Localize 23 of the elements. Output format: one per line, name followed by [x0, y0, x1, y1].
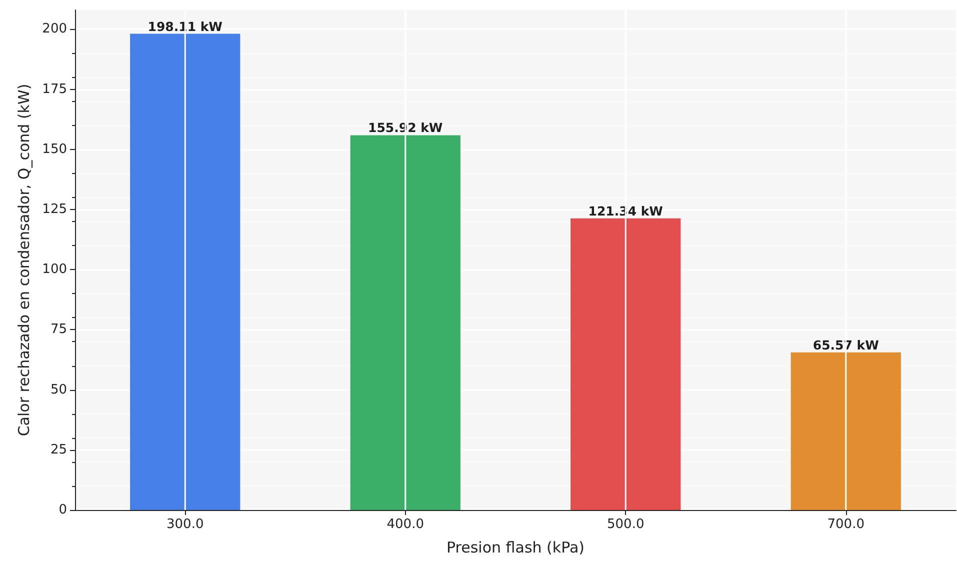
bar — [570, 218, 681, 510]
y-axis-title: Calor rechazado en condensador, Q_cond (kW) — [14, 84, 33, 436]
y-tick-label: 50 — [50, 382, 67, 398]
x-tick-label: 500.0 — [607, 517, 644, 532]
x-tick-label: 300.0 — [166, 517, 204, 532]
y-tick-label: 150 — [42, 142, 67, 157]
x-axis-title: Presion flash (kPa) — [446, 538, 584, 556]
y-tick-label: 100 — [42, 262, 67, 278]
y-tick-label: 75 — [50, 322, 67, 338]
y-tick-label: 0 — [58, 502, 67, 518]
bar — [350, 135, 460, 510]
data-label: 198.11 kW — [148, 18, 223, 34]
y-tick-label: 175 — [42, 82, 67, 97]
y-tick-label: 200 — [42, 22, 67, 37]
x-tick-label: 400.0 — [386, 517, 424, 532]
data-label: 121.34 kW — [588, 203, 664, 218]
data-label: 155.92 kW — [368, 120, 443, 136]
data-label: 65.57 kW — [812, 337, 880, 352]
y-tick-label: 25 — [50, 442, 67, 458]
bar — [130, 34, 240, 510]
y-tick-label: 125 — [42, 202, 67, 218]
bar — [790, 352, 901, 510]
x-tick-label: 700.0 — [827, 517, 864, 532]
